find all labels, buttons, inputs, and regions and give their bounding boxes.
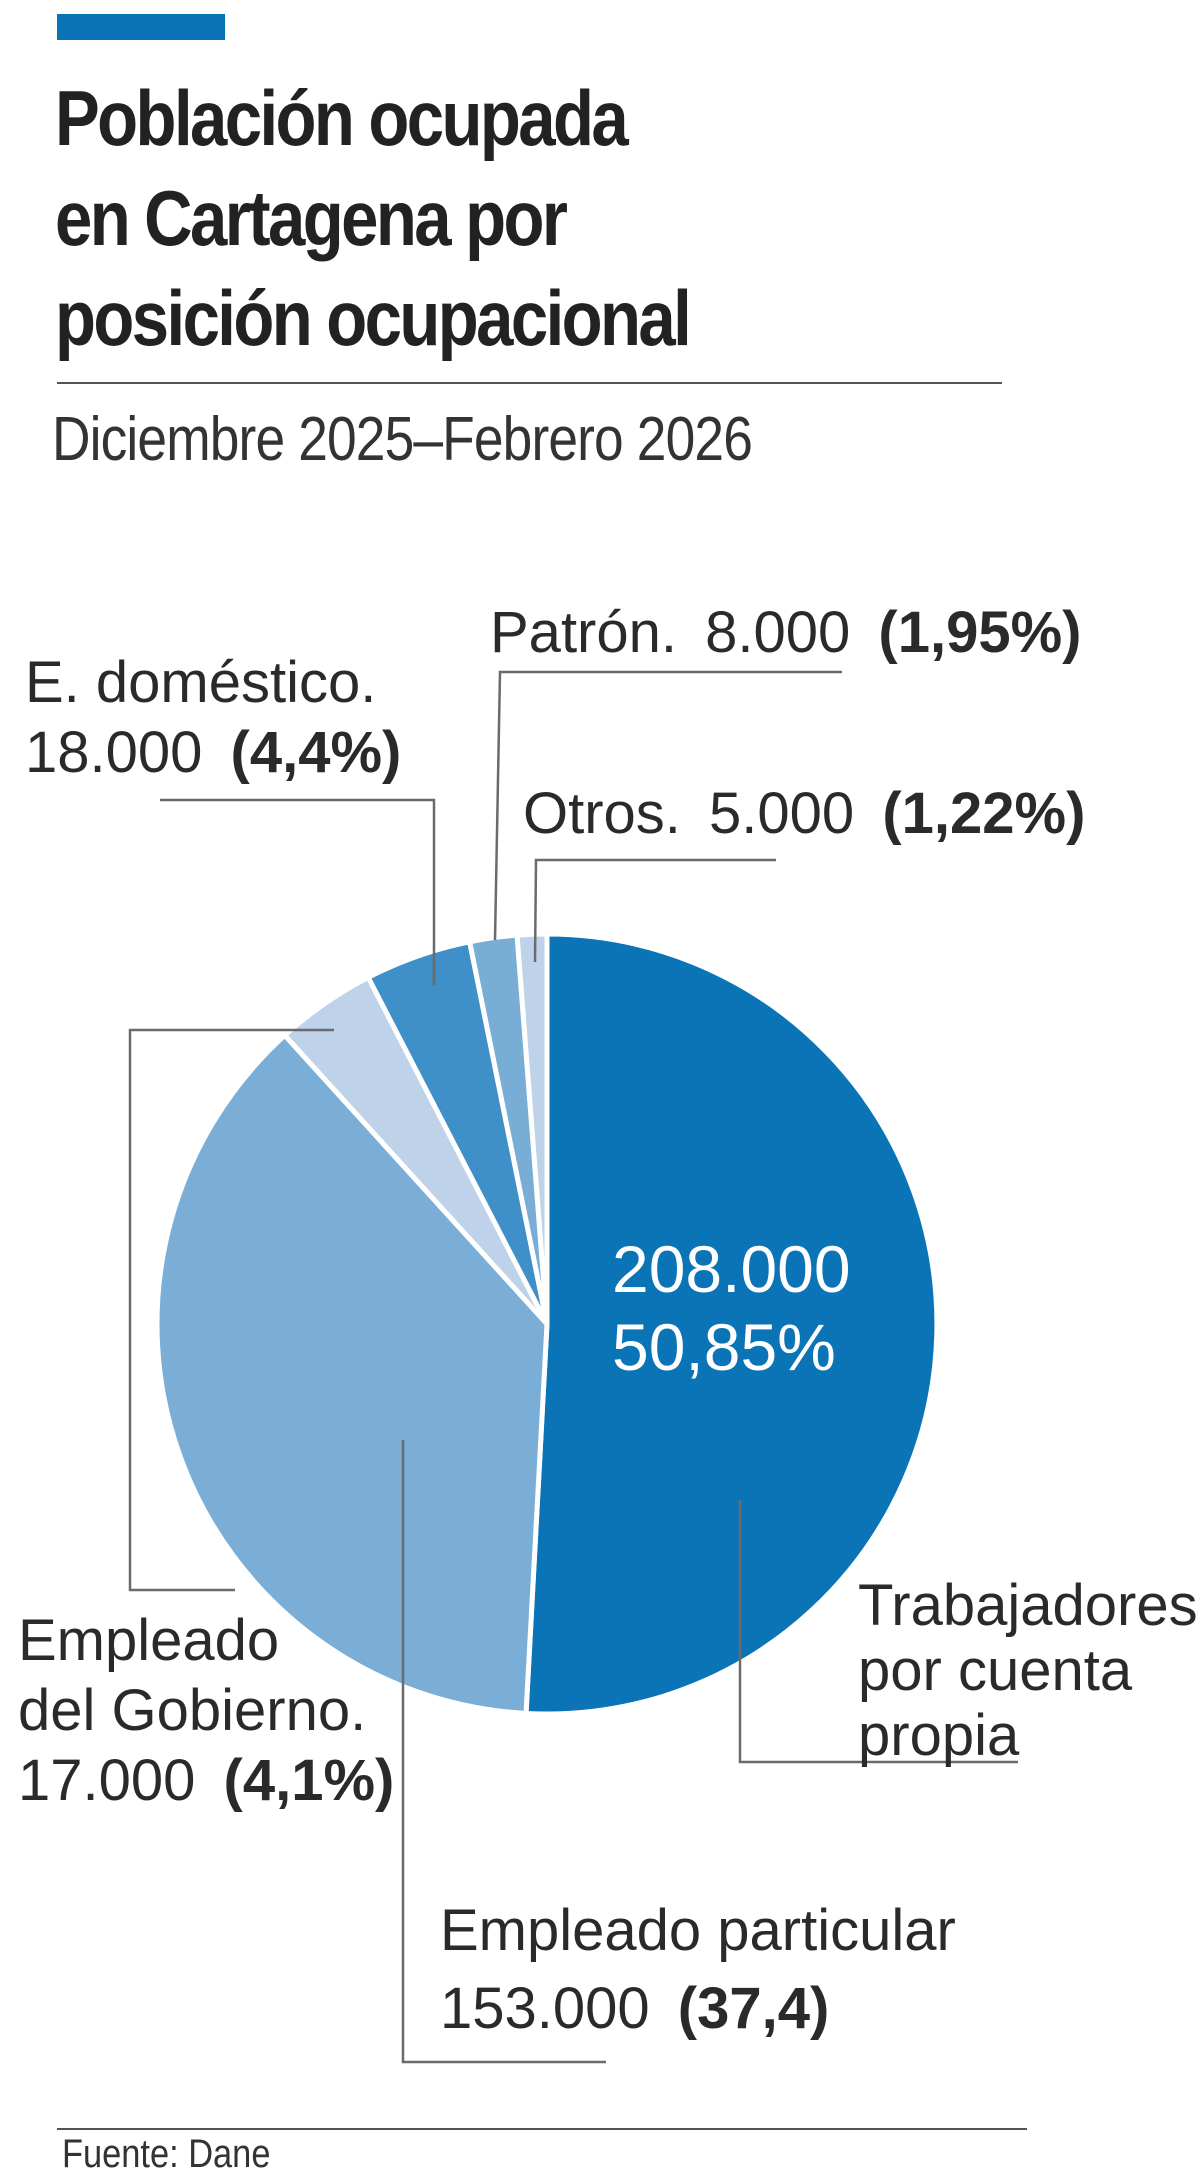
label-cuenta-propia: Trabajadores por cuenta propia [858, 1573, 1200, 1768]
center-label: 208.000 50,85% [612, 1232, 869, 1384]
label-otros: Otros. 5.000 (1,22%) [523, 781, 1085, 846]
label-patron-value: 8.000 [705, 600, 850, 665]
pie-slice-otros [514, 931, 550, 1327]
leader-line-otros [533, 858, 776, 963]
label-cuenta-propia-line-1: Trabajadores [858, 1573, 1198, 1638]
label-patron-percent: (1,95%) [878, 600, 1081, 665]
center-value: 208.000 [612, 1232, 851, 1306]
pie-slice-trabajadores-por-cuenta-propia [523, 931, 940, 1717]
leader-line-particular [401, 1440, 606, 2064]
pie-slice-empleado-particular [154, 1032, 550, 1716]
leader-line-gobierno [128, 1028, 334, 1592]
label-particular-value: 153.000 [440, 1976, 650, 2041]
accent-bar [57, 14, 225, 40]
center-percent: 50,85% [612, 1310, 836, 1384]
label-e-domestico: E. doméstico. 18.000 (4,4%) [25, 650, 401, 785]
label-gobierno-line-1: Empleado [18, 1608, 279, 1673]
title-line-1: Población ocupada [55, 74, 629, 162]
leader-line-e-domestico [160, 798, 436, 985]
label-particular-name: Empleado particular [440, 1898, 956, 1963]
label-gobierno-value: 17.000 [18, 1748, 195, 1813]
source-note: Fuente: Dane [62, 2132, 271, 2176]
label-e-domestico-percent: (4,4%) [231, 720, 402, 785]
label-cuenta-propia-line-2: por cuenta [858, 1638, 1133, 1703]
label-otros-value: 5.000 [709, 781, 854, 846]
leader-line-patron [493, 670, 842, 941]
label-particular: Empleado particular 153.000 (37,4) [440, 1898, 972, 2041]
label-cuenta-propia-line-3: propia [858, 1703, 1020, 1768]
label-e-domestico-name: E. doméstico. [25, 650, 376, 715]
chart-title: Población ocupada en Cartagena por posic… [55, 68, 915, 368]
label-e-domestico-value: 18.000 [25, 720, 202, 785]
label-patron-name: Patrón. [490, 600, 677, 665]
label-particular-percent: (37,4) [678, 1976, 830, 2041]
pie-slices [154, 931, 940, 1717]
label-otros-name: Otros. [523, 781, 681, 846]
label-gobierno: Empleado del Gobierno. 17.000 (4,1%) [18, 1608, 394, 1813]
chart-subtitle: Diciembre 2025–Febrero 2026 [52, 405, 753, 474]
title-line-2: en Cartagena por [55, 174, 568, 262]
footer-divider [57, 2128, 1027, 2130]
leader-line-cuenta-propia [738, 1500, 1018, 1764]
label-gobierno-percent: (4,1%) [224, 1748, 395, 1813]
title-line-3: posición ocupacional [55, 274, 692, 362]
title-divider [57, 382, 1002, 384]
label-patron: Patrón. 8.000 (1,95%) [490, 600, 1082, 665]
leader-lines [128, 670, 1018, 2064]
label-otros-percent: (1,22%) [882, 781, 1085, 846]
label-gobierno-line-2: del Gobierno. [18, 1678, 366, 1743]
